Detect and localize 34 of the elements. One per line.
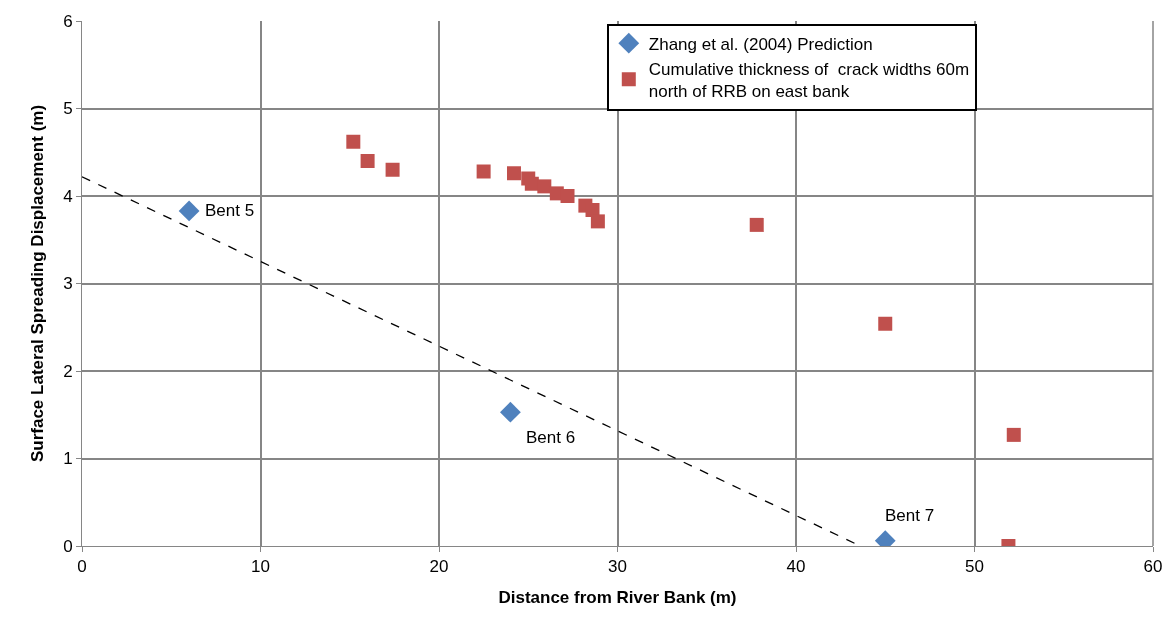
y-axis-title: Surface Lateral Spreading Displacement (m) <box>27 104 47 463</box>
x-tick-label: 0 <box>77 557 87 577</box>
point <box>1006 427 1021 442</box>
x-tick-label: 50 <box>965 557 984 577</box>
x-axis-title: Distance from River Bank (m) <box>498 587 737 607</box>
x-tick-label: 30 <box>608 557 627 577</box>
annotation: Bent 5 <box>205 201 255 220</box>
point <box>178 200 200 222</box>
x-tick-label: 20 <box>429 557 449 577</box>
y-tick-label: 2 <box>63 361 73 381</box>
point <box>878 316 893 331</box>
point <box>590 214 605 229</box>
point <box>346 134 361 149</box>
y-tick-label: 5 <box>63 99 73 119</box>
y-tick-label: 6 <box>63 11 73 31</box>
y-tick-label: 3 <box>63 274 73 294</box>
point <box>500 401 521 423</box>
y-tick-label: 0 <box>63 536 73 556</box>
x-tick-label: 10 <box>251 557 270 577</box>
legend-label: Cumulative thickness of crack widths 60m north of RRB on east bank <box>648 59 970 101</box>
point <box>537 179 552 194</box>
y-tick-label: 1 <box>63 449 73 469</box>
point <box>360 154 375 168</box>
annotation: Bent 7 <box>885 506 935 525</box>
legend-label: Zhang et al. (2004) Prediction <box>648 34 873 54</box>
point <box>560 189 575 203</box>
point <box>476 164 491 179</box>
x-tick-label: 40 <box>786 557 806 577</box>
point <box>385 162 400 177</box>
point <box>506 166 521 181</box>
y-tick-label: 4 <box>63 186 73 206</box>
annotation: Bent 6 <box>526 428 576 447</box>
x-tick-label: 60 <box>1143 557 1163 577</box>
point <box>749 217 764 232</box>
